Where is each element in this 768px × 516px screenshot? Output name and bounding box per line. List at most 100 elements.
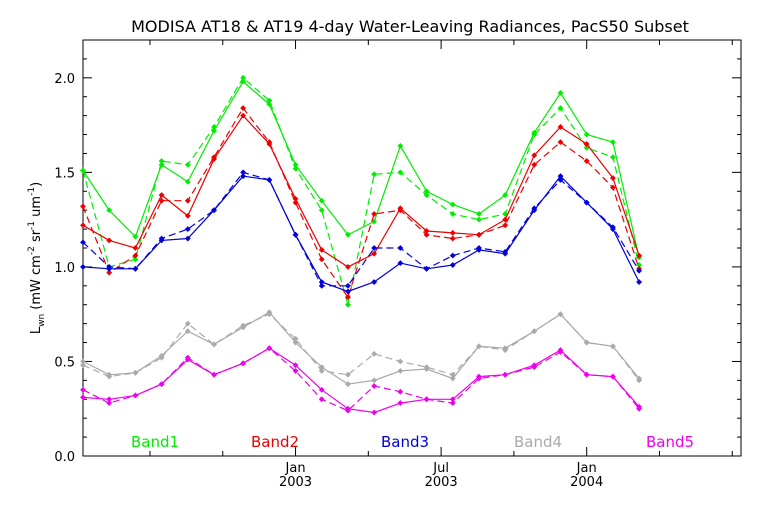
data-point [211,341,217,348]
data-point [240,74,247,81]
data-point [184,320,191,327]
y-label-part: ) [29,182,44,187]
series-band2-dashed [80,105,643,301]
data-point [371,383,378,389]
y-label-part: -2 [27,246,37,255]
series-line [82,347,640,412]
data-point [531,161,538,168]
data-point [80,386,86,393]
series-line [82,171,640,287]
data-point [397,388,404,395]
y-axis-label-text: Lwn (mW cm-2 sr-1 um-1) [27,182,47,334]
data-point [557,311,564,318]
data-point [423,396,430,403]
data-point [240,173,247,180]
data-point [531,364,538,371]
data-point [476,211,482,217]
data-point [397,358,404,365]
data-point [583,158,590,164]
data-point [502,371,509,378]
data-point [211,371,217,378]
legend-item-band4: Band4 [514,433,562,451]
data-point [292,231,299,238]
data-point [158,381,165,388]
data-point [318,207,325,214]
data-point [106,237,113,244]
data-point [292,165,299,172]
y-tick-label: 2.0 [54,72,75,87]
data-point [583,199,590,206]
data-point [609,139,616,146]
data-point [397,169,404,176]
data-point [132,265,139,272]
data-point [132,245,139,251]
data-point [318,396,325,403]
data-point [449,400,456,406]
data-point [502,216,509,223]
data-point [345,288,351,295]
data-point [240,322,247,329]
data-point [318,256,325,263]
y-label-part: -1 [27,187,37,196]
data-point [345,407,351,414]
data-point [476,343,482,350]
data-point [583,131,590,138]
data-point [397,367,404,374]
x-tick-label-month: Jan [576,461,597,476]
data-point [292,367,299,374]
data-point [132,233,139,240]
data-point [502,222,509,229]
data-point [184,226,191,233]
data-point [184,212,191,219]
data-point [371,245,378,251]
data-point [80,362,86,369]
data-point [449,211,456,217]
data-point [80,167,86,174]
series-layer [80,74,643,416]
series-line [82,107,640,299]
data-point [106,373,113,380]
data-point [531,328,538,335]
series-band1-solid [80,78,643,261]
data-point [266,345,273,352]
x-tick-label-year: 2003 [279,475,312,490]
data-point [106,269,113,276]
data-point [502,248,509,255]
data-point [636,252,643,259]
data-point [449,262,456,268]
data-point [132,252,139,259]
legend-item-band3: Band3 [381,433,429,451]
series-band4-dashed [80,311,643,384]
data-point [158,192,165,198]
x-tick-label-year: 2003 [425,475,458,490]
y-label-part: wn [37,314,47,327]
data-point [449,375,456,382]
data-point [636,267,643,274]
x-tick-label-month: Jan [285,461,306,476]
data-point [266,139,273,146]
data-point [476,216,482,223]
data-point [476,245,482,251]
series-line [82,114,640,268]
series-line [82,80,640,258]
data-point [423,364,430,371]
data-point [557,177,564,183]
y-tick-label: 0.5 [54,355,75,370]
data-point [184,354,191,361]
data-point [609,175,616,181]
data-point [583,371,590,378]
data-point [583,339,590,346]
data-point [502,192,509,198]
data-point [449,229,456,236]
data-point [240,169,247,176]
data-point [80,263,86,270]
series-line [82,347,640,414]
data-point [636,279,643,285]
data-point [609,343,616,350]
data-point [345,282,351,289]
data-point [476,375,482,382]
data-point [609,184,616,191]
y-tick-label: 1.5 [54,166,75,181]
data-point [318,367,325,374]
